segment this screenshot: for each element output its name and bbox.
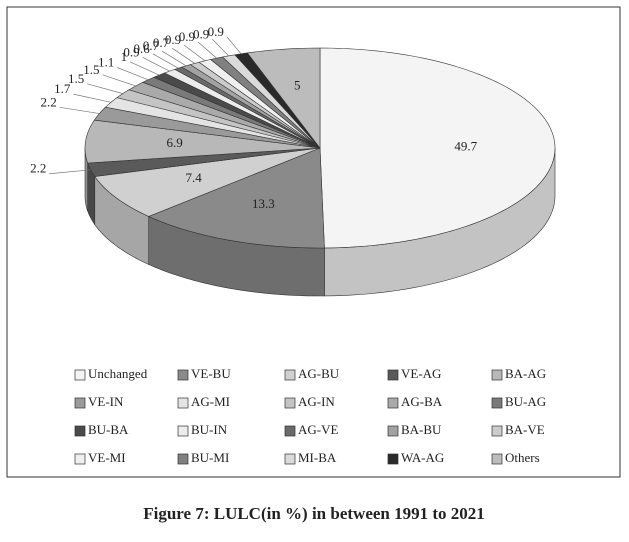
legend-label: Unchanged xyxy=(88,366,148,381)
legend-label: BU-MI xyxy=(191,450,229,465)
value-label: 1.5 xyxy=(83,62,99,77)
leader-line xyxy=(102,74,136,87)
slice xyxy=(147,147,325,249)
legend-swatch xyxy=(74,453,86,465)
value-label: 6.9 xyxy=(166,135,182,150)
legend-label: VE-BU xyxy=(191,366,231,381)
leader-line xyxy=(212,39,229,57)
leader-line xyxy=(59,106,100,114)
legend-label: VE-MI xyxy=(88,450,126,465)
legend-swatch xyxy=(387,397,399,409)
leader-line xyxy=(49,169,91,175)
legend-swatch xyxy=(491,425,503,437)
value-label: 1.1 xyxy=(98,54,114,69)
value-label: 1.7 xyxy=(54,81,71,96)
legend-swatch xyxy=(491,397,503,409)
legend-label: AG-BU xyxy=(298,366,340,381)
legend-swatch xyxy=(177,369,189,381)
legend-swatch xyxy=(284,453,296,465)
legend-swatch xyxy=(74,397,86,409)
legend-label: AG-MI xyxy=(191,394,230,409)
leader-line xyxy=(226,36,242,55)
leader-line xyxy=(183,44,206,62)
legend-swatch xyxy=(284,425,296,437)
legend-label: WA-AG xyxy=(401,450,444,465)
legend-label: MI-BA xyxy=(298,450,337,465)
legend-label: BA-BU xyxy=(401,422,442,437)
legend-swatch xyxy=(177,425,189,437)
slice xyxy=(104,97,321,149)
value-label: 0.7 xyxy=(143,38,160,53)
leader-line xyxy=(73,93,112,103)
legend-swatch xyxy=(284,397,296,409)
legend-label: AG-VE xyxy=(298,422,338,437)
value-label: 0.9 xyxy=(179,29,195,44)
legend-swatch xyxy=(387,453,399,465)
legend-swatch xyxy=(177,397,189,409)
value-label: 13.3 xyxy=(252,196,275,211)
value-label: 5 xyxy=(294,78,301,93)
legend-swatch xyxy=(387,425,399,437)
legend-label: BU-IN xyxy=(191,422,228,437)
leader-line xyxy=(142,57,170,72)
legend-swatch xyxy=(284,369,296,381)
value-label: 0.9 xyxy=(123,44,139,59)
value-label: 0.7 xyxy=(153,35,170,50)
legend-label: VE-AG xyxy=(401,366,441,381)
value-label: 1 xyxy=(121,49,128,64)
value-label: 0.6 xyxy=(134,41,151,56)
slice xyxy=(84,119,321,164)
legend-swatch xyxy=(74,369,86,381)
leader-line xyxy=(87,83,123,94)
legend-label: BA-VE xyxy=(505,422,545,437)
value-label: 0.9 xyxy=(208,24,224,39)
leader-line xyxy=(171,47,195,64)
value-label: 2.2 xyxy=(30,161,46,176)
legend-label: AG-BA xyxy=(401,394,443,409)
leader-line xyxy=(197,41,217,59)
value-label: 0.9 xyxy=(165,32,181,47)
legend-swatch xyxy=(491,453,503,465)
legend-label: AG-IN xyxy=(298,394,335,409)
legend-label: Others xyxy=(505,450,540,465)
value-label: 49.7 xyxy=(454,138,477,153)
figure-caption: Figure 7: LULC(in %) in between 1991 to … xyxy=(143,504,485,523)
leader-line xyxy=(130,61,160,76)
value-label: 1.5 xyxy=(68,71,84,86)
leader-line xyxy=(152,53,179,69)
value-label: 2.2 xyxy=(40,94,56,109)
leader-line xyxy=(117,67,149,81)
legend-swatch xyxy=(491,369,503,381)
value-label: 7.4 xyxy=(186,170,203,185)
value-label: 0.9 xyxy=(193,26,209,41)
legend-swatch xyxy=(177,453,189,465)
leader-line xyxy=(161,50,187,67)
legend-label: BA-AG xyxy=(505,366,546,381)
legend-label: BU-BA xyxy=(88,422,129,437)
legend-swatch xyxy=(387,369,399,381)
legend-label: BU-AG xyxy=(505,394,546,409)
slice xyxy=(94,147,321,217)
slice xyxy=(246,47,321,149)
legend-label: VE-IN xyxy=(88,394,124,409)
slice xyxy=(319,47,556,249)
legend-swatch xyxy=(74,425,86,437)
